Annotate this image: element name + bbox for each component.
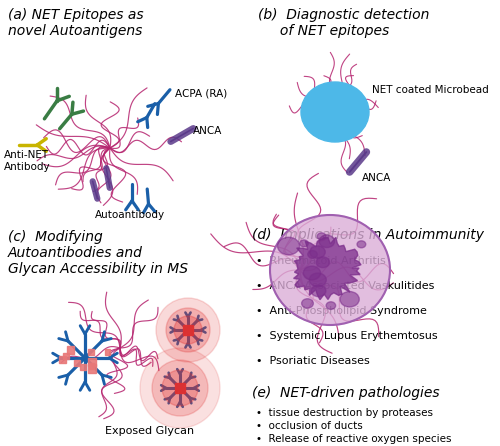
- Text: Autoantibody: Autoantibody: [95, 210, 165, 220]
- Text: (c)  Modifying
Autoantibodies and
Glycan Accessibility in MS: (c) Modifying Autoantibodies and Glycan …: [8, 230, 188, 277]
- Ellipse shape: [300, 240, 308, 247]
- Text: (b)  Diagnostic detection
     of NET epitopes: (b) Diagnostic detection of NET epitopes: [258, 8, 430, 38]
- Text: ANCA: ANCA: [193, 126, 222, 136]
- Text: ACPA (RA): ACPA (RA): [175, 88, 227, 98]
- Ellipse shape: [340, 292, 359, 307]
- Ellipse shape: [304, 266, 320, 280]
- FancyBboxPatch shape: [88, 363, 94, 369]
- Text: •  Psoriatic Diseases: • Psoriatic Diseases: [256, 356, 370, 366]
- Polygon shape: [294, 237, 361, 300]
- FancyBboxPatch shape: [104, 349, 110, 355]
- FancyBboxPatch shape: [175, 383, 185, 393]
- FancyBboxPatch shape: [59, 356, 66, 363]
- Text: Exposed Glycan: Exposed Glycan: [106, 426, 194, 436]
- Ellipse shape: [174, 316, 202, 344]
- Ellipse shape: [308, 251, 318, 258]
- Text: (e)  NET-driven pathologies: (e) NET-driven pathologies: [252, 386, 440, 400]
- Ellipse shape: [166, 308, 210, 352]
- FancyBboxPatch shape: [74, 360, 80, 366]
- Ellipse shape: [270, 215, 390, 325]
- FancyBboxPatch shape: [88, 358, 96, 366]
- Ellipse shape: [162, 370, 198, 406]
- FancyBboxPatch shape: [88, 349, 94, 355]
- Ellipse shape: [311, 285, 326, 297]
- FancyBboxPatch shape: [80, 364, 86, 370]
- Text: •  Anti-Phospholipid Syndrome: • Anti-Phospholipid Syndrome: [256, 306, 427, 316]
- Text: Anti-NET
Antibody: Anti-NET Antibody: [4, 150, 50, 172]
- Ellipse shape: [156, 298, 220, 362]
- Ellipse shape: [310, 246, 325, 258]
- FancyBboxPatch shape: [62, 353, 69, 359]
- Ellipse shape: [316, 257, 330, 268]
- Ellipse shape: [357, 241, 366, 248]
- Text: •  Systemic Lupus Erythemtosus: • Systemic Lupus Erythemtosus: [256, 331, 438, 341]
- Text: •  Rheumatoid Arthritis: • Rheumatoid Arthritis: [256, 256, 386, 266]
- FancyBboxPatch shape: [67, 347, 74, 354]
- Ellipse shape: [278, 237, 299, 255]
- Text: •  tissue destruction by proteases: • tissue destruction by proteases: [256, 408, 433, 418]
- Text: NET coated Microbead: NET coated Microbead: [372, 85, 489, 95]
- Ellipse shape: [319, 235, 334, 248]
- Ellipse shape: [140, 348, 220, 428]
- Ellipse shape: [152, 360, 208, 416]
- Ellipse shape: [326, 302, 336, 310]
- Ellipse shape: [301, 82, 369, 142]
- Text: (a) NET Epitopes as
novel Autoantigens: (a) NET Epitopes as novel Autoantigens: [8, 8, 143, 38]
- FancyBboxPatch shape: [183, 325, 193, 335]
- Text: •  ANCA Associated Vaskulitides: • ANCA Associated Vaskulitides: [256, 281, 434, 291]
- Ellipse shape: [310, 273, 326, 287]
- Ellipse shape: [302, 299, 314, 308]
- Ellipse shape: [317, 233, 326, 240]
- Text: (d)  Implications in Autoimmunity: (d) Implications in Autoimmunity: [252, 228, 484, 242]
- Text: ANCA: ANCA: [362, 173, 392, 183]
- Text: •  Release of reactive oxygen species: • Release of reactive oxygen species: [256, 434, 452, 444]
- FancyBboxPatch shape: [88, 364, 96, 373]
- Text: •  occlusion of ducts: • occlusion of ducts: [256, 421, 363, 431]
